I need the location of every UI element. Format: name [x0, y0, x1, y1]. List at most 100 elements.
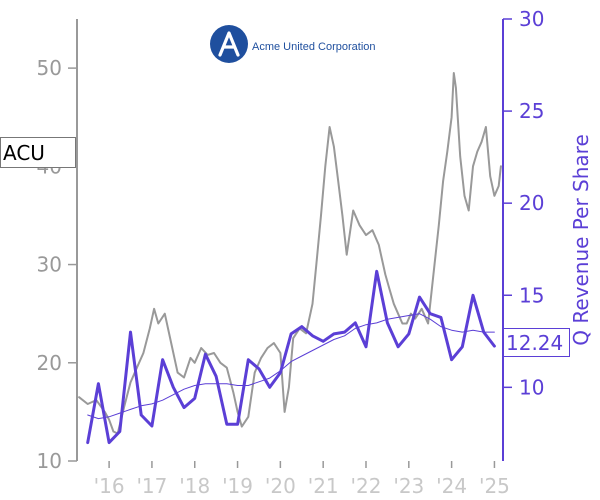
revenue-moving-average-line-point	[398, 317, 399, 318]
price-line-point	[472, 166, 473, 167]
price-line-point	[284, 411, 285, 412]
revenue-moving-average-line-point	[312, 350, 313, 351]
revenue-line-point	[398, 346, 399, 347]
revenue-moving-average-line-point	[462, 332, 463, 333]
price-line-point	[447, 151, 448, 152]
price-line-point	[434, 264, 435, 265]
right-tick-label: 15	[519, 283, 544, 307]
left-tick-label: 10	[37, 449, 62, 473]
right-tick-label: 20	[519, 191, 544, 215]
last-value-label: 12.24	[503, 328, 570, 357]
revenue-line-point	[462, 346, 463, 347]
revenue-moving-average-line-point	[258, 381, 259, 382]
left-tick-label: 20	[37, 351, 62, 375]
revenue-line-point	[226, 424, 227, 425]
price-line-point	[237, 411, 238, 412]
price-line-point	[306, 333, 307, 334]
price-line-point	[220, 362, 221, 363]
revenue-moving-average-line-point	[472, 330, 473, 331]
price-line-point	[149, 328, 150, 329]
price-line-point	[460, 156, 461, 157]
revenue-moving-average-line-point	[376, 322, 377, 323]
quarterly-revenue-per-share-series	[86, 269, 496, 445]
left-tick-label: 50	[37, 56, 62, 80]
revenue-moving-average-line-point	[237, 385, 238, 386]
price-line-point	[241, 426, 242, 427]
bottom-tick-label: '25	[479, 474, 510, 498]
revenue-moving-average-line-point	[419, 313, 420, 314]
revenue-moving-average-line-point	[130, 409, 131, 410]
price-line-point	[443, 181, 444, 182]
revenue-moving-average-line-point	[451, 330, 452, 331]
revenue-line-point	[408, 333, 409, 334]
revenue-line-point	[130, 332, 131, 333]
price-line-point	[79, 397, 80, 398]
price-series	[78, 72, 502, 435]
left-axis-ticks: 1020304050	[37, 56, 77, 473]
price-line-point	[320, 215, 321, 216]
revenue-moving-average-line-point	[344, 335, 345, 336]
price-line-point	[261, 357, 262, 358]
right-tick-label: 30	[519, 7, 544, 31]
price-line-point	[398, 313, 399, 314]
revenue-moving-average-line-point	[173, 394, 174, 395]
price-line-point	[451, 117, 452, 118]
revenue-moving-average-line-point	[440, 326, 441, 327]
bottom-tick-label: '19	[222, 474, 253, 498]
revenue-moving-average-line-point	[269, 378, 270, 379]
price-line-point	[464, 195, 465, 196]
company-logo: Acme United Corporation	[210, 25, 376, 63]
revenue-line-point	[194, 398, 195, 399]
revenue-line-point	[440, 317, 441, 318]
price-line-point	[213, 352, 214, 353]
revenue-line-point	[291, 333, 292, 334]
revenue-line-point	[355, 322, 356, 323]
bottom-axis-ticks: '16 '17 '18 '19 '20 '21 '22 '23 '24 '25	[94, 461, 510, 498]
right-axis-ticks: 10 15 20 25 30	[503, 7, 544, 399]
revenue-line-point	[258, 368, 259, 369]
bottom-tick-label: '23	[393, 474, 424, 498]
price-line-point	[389, 289, 390, 290]
price-line-point	[490, 176, 491, 177]
price-line-point	[455, 87, 456, 88]
revenue-moving-average-line-point	[408, 315, 409, 316]
price-line-point	[329, 126, 330, 127]
revenue-line-point	[216, 376, 217, 377]
price-line-point	[164, 313, 165, 314]
price-line-point	[342, 215, 343, 216]
revenue-line-point	[387, 322, 388, 323]
price-line-point	[498, 185, 499, 186]
price-line-point	[453, 72, 454, 73]
revenue-moving-average-line-point	[323, 344, 324, 345]
bottom-tick-label: '22	[351, 474, 382, 498]
revenue-line-point	[173, 387, 174, 388]
revenue-line-point	[248, 359, 249, 360]
price-line	[78, 72, 502, 435]
price-line-point	[346, 254, 347, 255]
revenue-line-point	[98, 383, 99, 384]
price-line-point	[438, 225, 439, 226]
price-line-point	[288, 387, 289, 388]
price-line-point	[393, 303, 394, 304]
revenue-moving-average-line-point	[205, 383, 206, 384]
revenue-line-point	[301, 326, 302, 327]
price-line-point	[293, 338, 294, 339]
price-line-point	[154, 308, 155, 309]
price-line-point	[171, 343, 172, 344]
right-tick-label: 10	[519, 375, 544, 399]
logo-mark-icon	[210, 25, 248, 63]
price-line-point	[113, 431, 114, 432]
revenue-line-point	[141, 414, 142, 415]
revenue-line-point	[430, 313, 431, 314]
price-line-point	[477, 151, 478, 152]
price-line-point	[280, 352, 281, 353]
price-line-point	[201, 347, 202, 348]
price-line-point	[312, 303, 313, 304]
revenue-line-point	[312, 335, 313, 336]
price-line-point	[316, 259, 317, 260]
revenue-line-point	[451, 359, 452, 360]
revenue-line-point	[151, 425, 152, 426]
logo-a-glyph-icon	[218, 31, 240, 57]
revenue-moving-average-line-point	[248, 385, 249, 386]
